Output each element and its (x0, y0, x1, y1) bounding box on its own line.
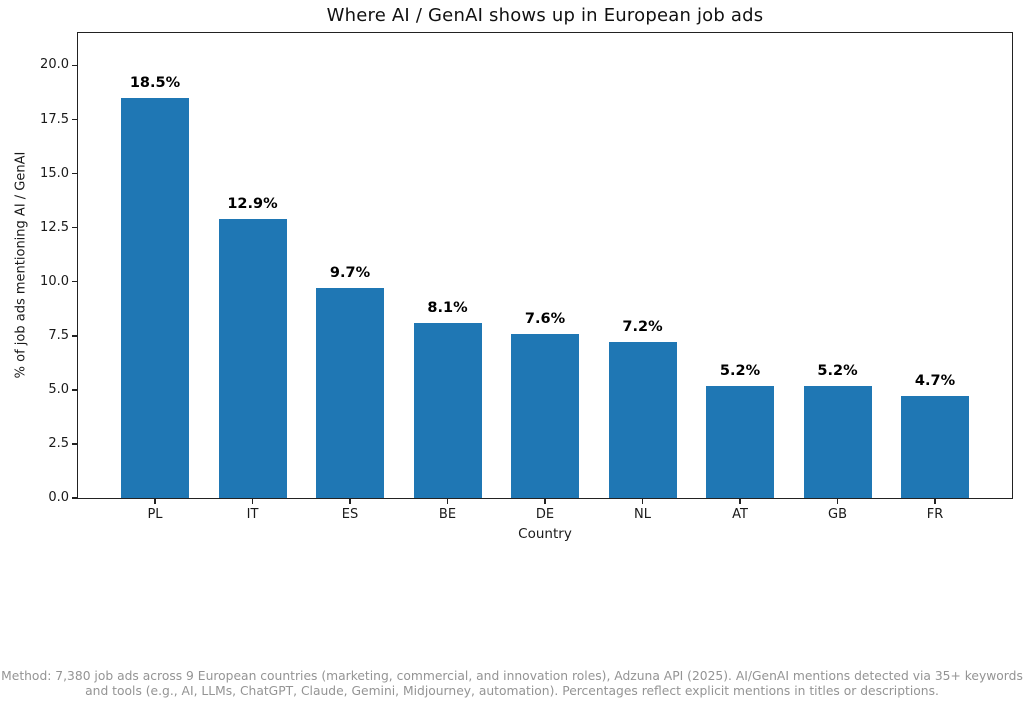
bar-value-label: 9.7% (329, 265, 371, 282)
y-tick-label: 12.5 (40, 219, 69, 235)
method-footnote-line2: and tools (e.g., AI, LLMs, ChatGPT, Clau… (85, 683, 939, 698)
chart-title: Where AI / GenAI shows up in European jo… (326, 5, 764, 26)
x-tick-mark (544, 499, 546, 504)
y-tick-label: 10.0 (40, 273, 69, 289)
x-tick-label: PL (147, 507, 163, 522)
y-tick-label: 5.0 (48, 381, 69, 397)
y-axis-label: % of job ads mentioning AI / GenAI (13, 151, 29, 379)
bar-BE (413, 322, 482, 498)
x-tick-label: NL (634, 507, 651, 522)
y-tick-mark (72, 280, 77, 283)
y-tick-label: 17.5 (40, 111, 69, 127)
x-tick-mark (154, 499, 156, 504)
x-tick-label: AT (732, 507, 748, 522)
y-tick-mark (72, 118, 77, 121)
bar-value-label: 7.6% (524, 310, 566, 327)
x-tick-label: ES (341, 507, 359, 522)
bar-PL (121, 97, 189, 498)
x-tick-label: GB (828, 507, 847, 522)
bar-value-label: 18.5% (129, 74, 181, 91)
bar-value-label: 12.9% (227, 196, 278, 212)
bar-FR (901, 396, 969, 498)
bar-NL (608, 342, 677, 498)
x-tick-mark (739, 499, 741, 504)
x-tick-label: IT (246, 507, 259, 522)
y-tick-mark (72, 226, 77, 229)
x-tick-mark (934, 499, 936, 504)
x-tick-mark (836, 499, 839, 504)
y-tick-mark (72, 335, 77, 337)
x-tick-mark (641, 499, 644, 504)
x-axis-label: Country (518, 526, 572, 542)
x-tick-mark (251, 499, 254, 504)
x-tick-label: DE (535, 507, 555, 522)
y-tick-label: 7.5 (48, 327, 69, 343)
y-tick-label: 0.0 (48, 490, 69, 505)
x-tick-label: FR (926, 507, 944, 522)
bar-value-label: 4.7% (914, 373, 956, 390)
x-tick-mark (349, 499, 351, 504)
y-tick-mark (72, 443, 77, 445)
method-footnote: Method: 7,380 job ads across 9 European … (0, 669, 1024, 698)
bar-IT (218, 219, 287, 498)
bar-value-label: 8.1% (427, 299, 468, 316)
y-tick-label: 15.0 (40, 165, 69, 181)
bar-ES (316, 288, 384, 498)
y-tick-label: 2.5 (48, 435, 69, 451)
y-tick-label: 20.0 (40, 57, 69, 73)
plot-area: 18.5% 12.9% 9.7% 8.1% 7.6% 7.2% 5.2% 5.2% 4.7% (78, 33, 1012, 498)
bar-value-label: 5.2% (817, 362, 858, 379)
method-footnote-line1: Method: 7,380 job ads across 9 European … (1, 669, 1023, 683)
bar-value-label: 7.2% (622, 319, 663, 336)
bar-value-label: 5.2% (719, 362, 761, 379)
y-tick-mark (72, 172, 77, 175)
bar-AT (706, 385, 774, 498)
y-tick-mark (72, 497, 77, 499)
x-tick-label: BE (438, 507, 457, 522)
bar-GB (803, 385, 872, 498)
bar-DE (511, 333, 579, 498)
y-tick-mark (72, 64, 77, 67)
x-tick-mark (446, 499, 449, 504)
y-tick-mark (72, 389, 77, 391)
